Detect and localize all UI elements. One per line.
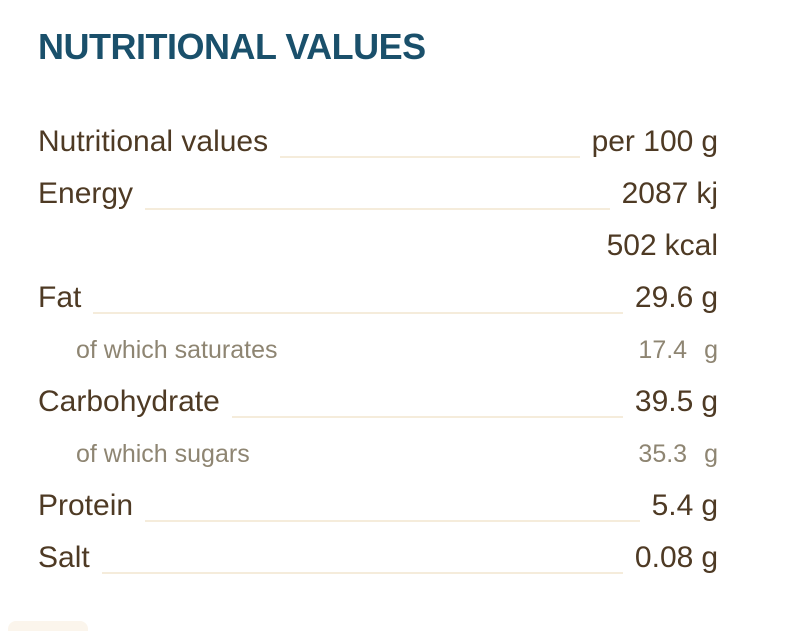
value-number: 2087 — [621, 177, 689, 210]
leader-spacer — [290, 363, 627, 365]
row-value: per 100 g — [592, 116, 718, 168]
row-label: of which saturates — [76, 336, 278, 364]
row-value: 502 kcal — [607, 220, 718, 272]
row-value: 0.08 g — [635, 532, 718, 584]
leader-line — [231, 416, 623, 418]
row-label: of which sugars — [76, 440, 250, 468]
row-label: Carbohydrate — [38, 385, 220, 418]
row-value: 39.5 g — [635, 376, 718, 428]
value-unit: g — [704, 336, 718, 364]
leader-spacer — [262, 467, 627, 469]
table-row: Fat 29.6 g — [38, 272, 718, 324]
row-label: Salt — [38, 541, 90, 574]
value-number: per 100 — [591, 125, 694, 158]
leader-line — [145, 208, 610, 210]
table-row: of which sugars 35.3 g — [38, 428, 718, 480]
leader-line — [93, 312, 623, 314]
nutrition-table: Nutritional values per 100 g Energy 2087 kj 50… — [0, 116, 808, 584]
leader-line — [280, 156, 580, 158]
row-value: 29.6 g — [635, 272, 718, 324]
table-row: Protein 5.4 g — [38, 480, 718, 532]
value-number: 0.08 — [634, 541, 694, 574]
leader-spacer — [50, 260, 595, 262]
value-unit: g — [704, 440, 718, 468]
value-unit: kcal — [664, 229, 718, 262]
row-label: Energy — [38, 177, 134, 210]
table-row: of which saturates 17.4 g — [38, 324, 718, 376]
leader-line — [101, 572, 623, 574]
leader-line — [145, 520, 640, 522]
row-value: 2087 kj — [622, 168, 718, 220]
value-unit: kj — [696, 177, 718, 210]
table-row: Nutritional values per 100 g — [38, 116, 718, 168]
value-unit: g — [701, 385, 718, 418]
value-number: 29.6 — [634, 281, 694, 314]
table-row: Carbohydrate 39.5 g — [38, 376, 718, 428]
value-number: 5.4 — [651, 489, 694, 522]
row-label: Nutritional values — [38, 125, 269, 158]
value-unit: g — [701, 541, 718, 574]
table-row: 502 kcal — [38, 220, 718, 272]
row-value: 17.4 g — [638, 324, 718, 376]
row-label: Fat — [38, 281, 82, 314]
table-row: Energy 2087 kj — [38, 168, 718, 220]
value-number: 17.4 — [638, 336, 688, 364]
value-number: 502 — [606, 229, 657, 262]
partial-card-edge — [8, 621, 88, 631]
value-unit: g — [701, 125, 718, 158]
row-value: 5.4 g — [652, 480, 718, 532]
value-number: 35.3 — [638, 440, 688, 468]
table-row: Salt 0.08 g — [38, 532, 718, 584]
value-unit: g — [701, 281, 718, 314]
row-label: Protein — [38, 489, 134, 522]
value-unit: g — [701, 489, 718, 522]
section-title: NUTRITIONAL VALUES — [38, 26, 426, 67]
row-value: 35.3 g — [638, 428, 718, 480]
value-number: 39.5 — [634, 385, 694, 418]
